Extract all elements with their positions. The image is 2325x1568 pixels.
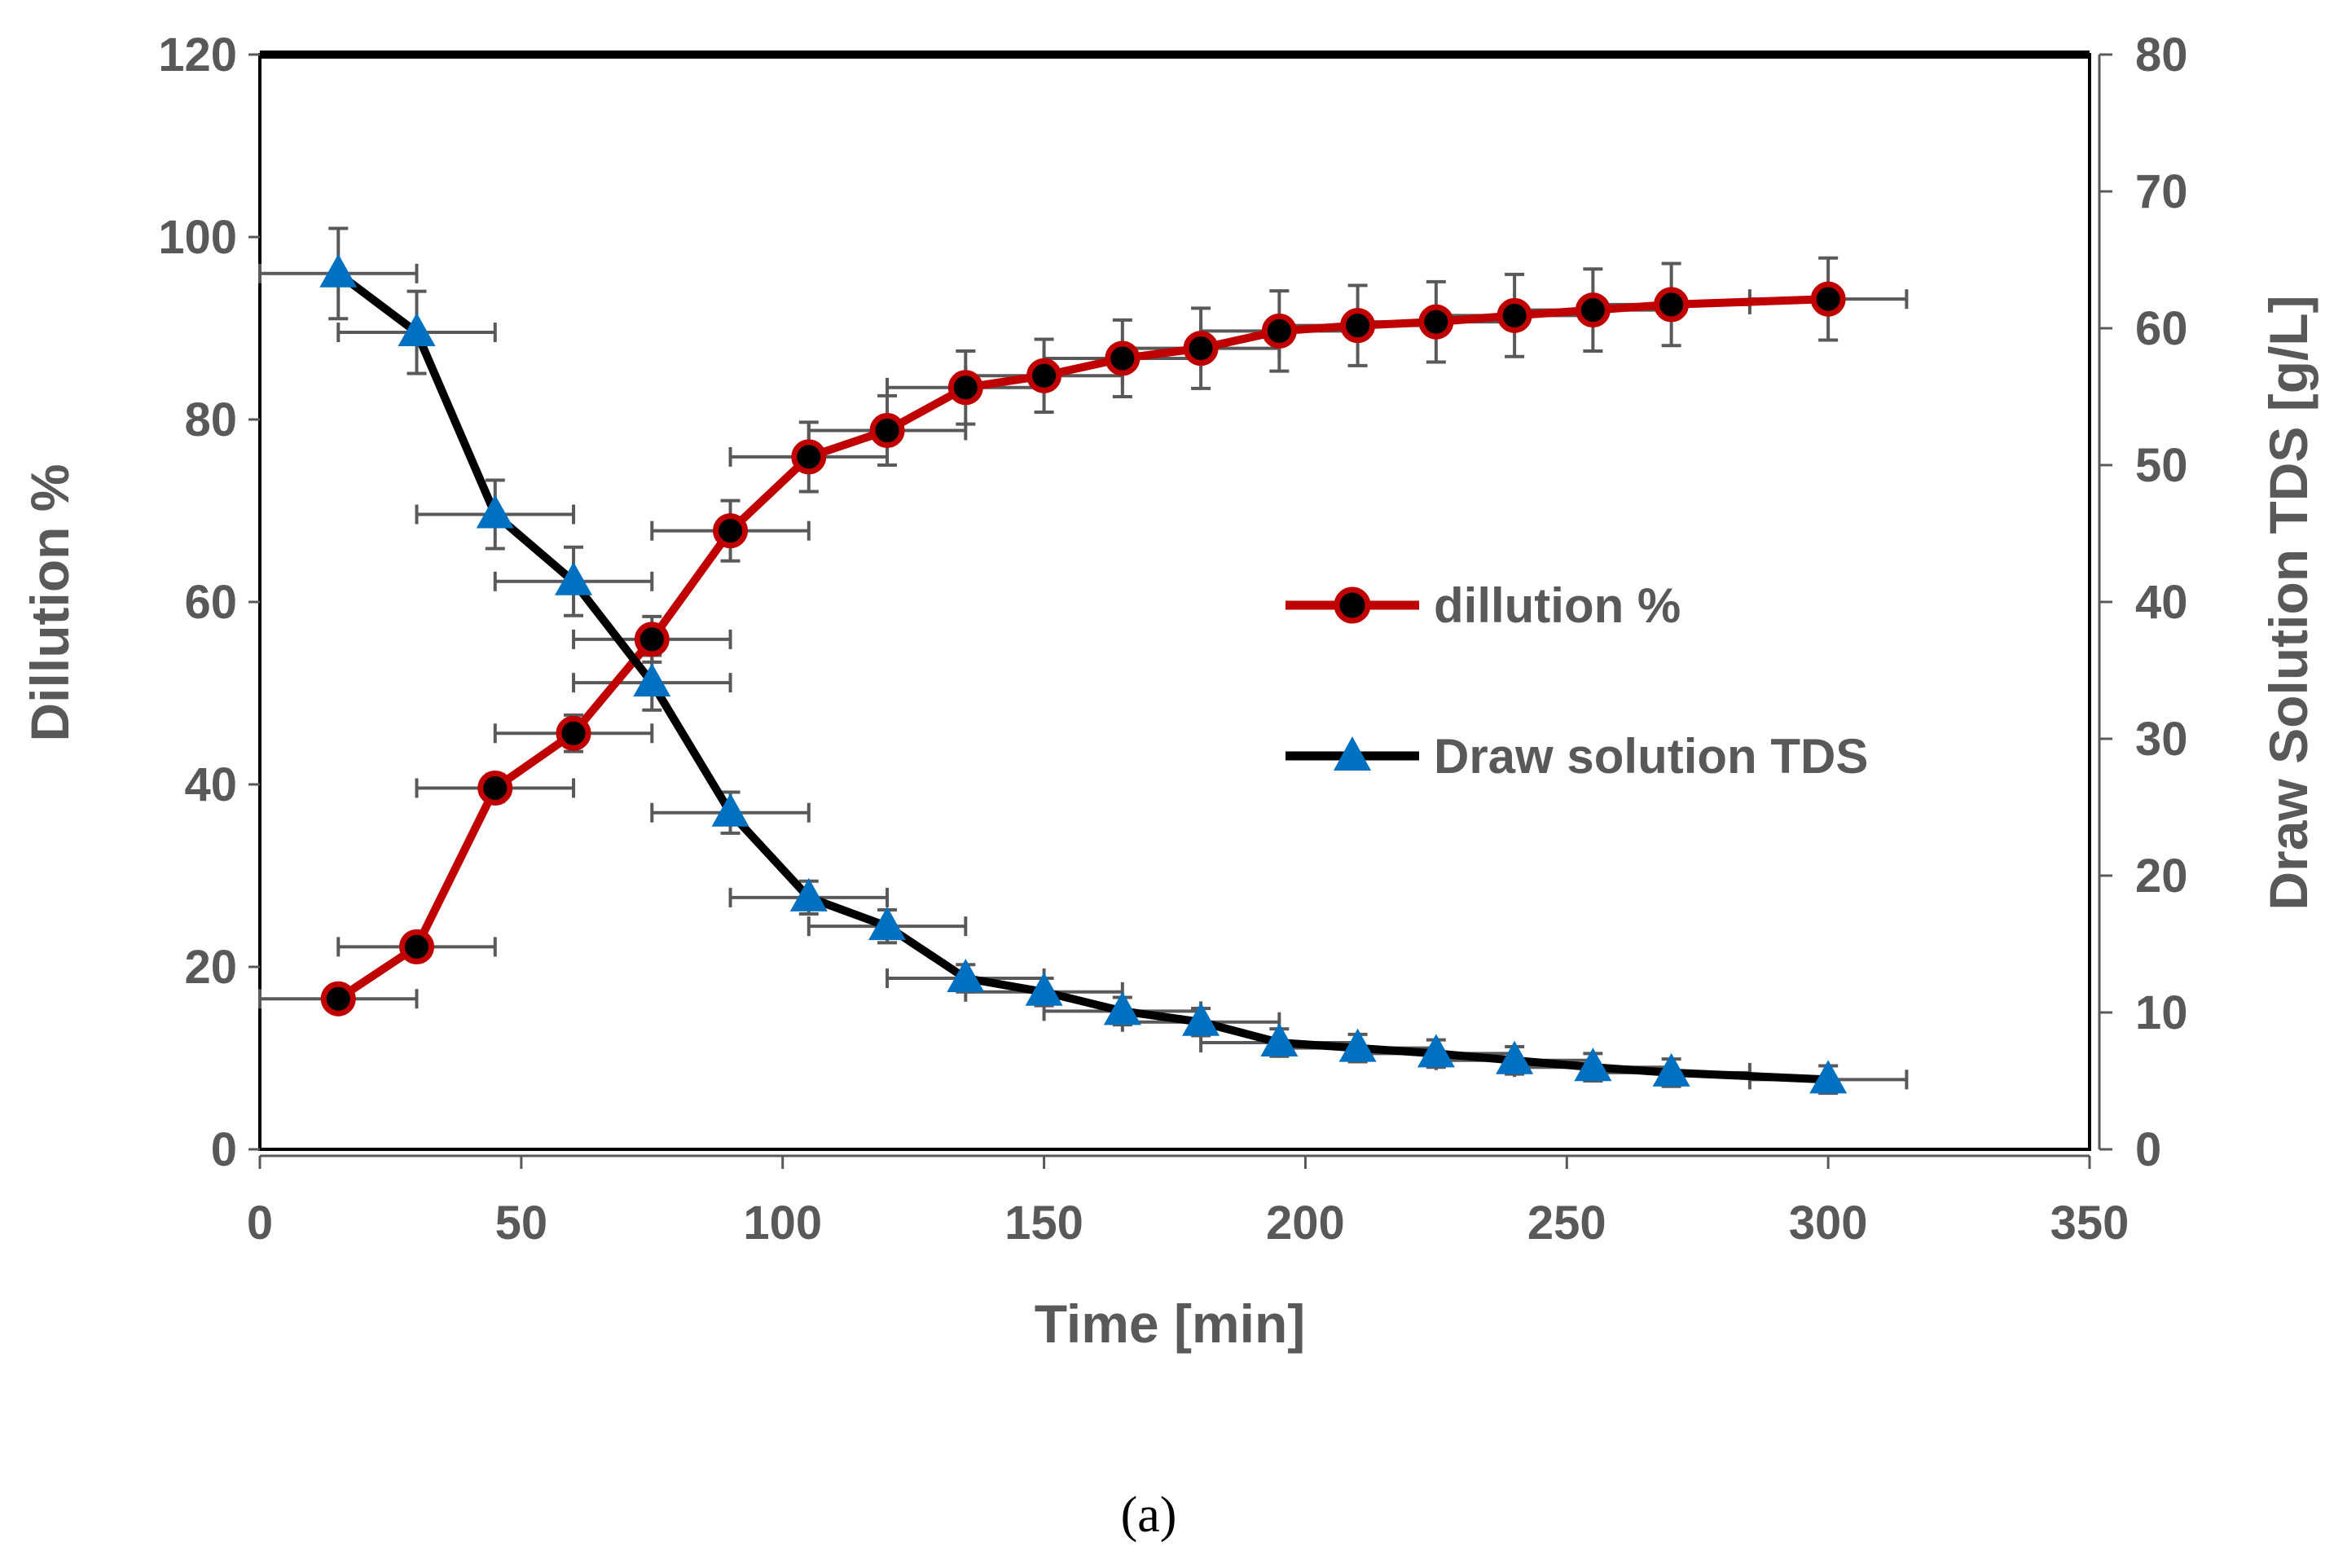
tds-point <box>1496 1040 1534 1074</box>
legend-marker-tds <box>1334 736 1371 771</box>
dilution-point <box>869 412 905 448</box>
series-layer <box>319 253 1848 1094</box>
dilution-point <box>1418 304 1454 340</box>
y-right-tick-label: 40 <box>2135 576 2188 629</box>
dilution-point <box>1810 281 1846 317</box>
y-left-tick-label: 40 <box>184 758 237 811</box>
plot-area <box>258 51 2091 1151</box>
dilution-point <box>477 770 513 806</box>
y-left-tick-label: 20 <box>184 941 237 994</box>
x-tick-label: 250 <box>1527 1197 1606 1250</box>
y-right-tick-label: 10 <box>2135 986 2188 1039</box>
dilution-point <box>634 621 670 657</box>
tds-point <box>555 561 593 595</box>
tds-point <box>319 253 358 288</box>
legend-item-dilution: dillution % <box>1286 578 1681 633</box>
dilution-point <box>791 439 827 475</box>
y-right-tick-label: 60 <box>2135 302 2188 355</box>
tds-point <box>711 793 749 827</box>
x-axis: 0 50 100 150 200 250 300 350 <box>247 1154 2129 1250</box>
tds-point <box>1182 1002 1220 1036</box>
y-axis-right-title: Draw Solution TDS [g/L] <box>2258 295 2318 910</box>
dilution-point <box>399 929 435 964</box>
tds-point <box>1025 972 1063 1006</box>
tds-point <box>868 907 907 941</box>
dilution-point <box>947 370 983 406</box>
dilution-point <box>1654 287 1690 323</box>
plot-frame <box>258 53 2091 1151</box>
tds-point <box>947 959 985 992</box>
dilution-point <box>1026 358 1062 393</box>
x-tick-label: 150 <box>1004 1197 1083 1250</box>
y-right-tick-label: 50 <box>2135 439 2188 492</box>
y-left-tick-label: 0 <box>211 1123 237 1176</box>
y-right-tick-label: 30 <box>2135 713 2188 766</box>
dilution-point <box>1497 297 1532 333</box>
dilution-point <box>1183 331 1219 367</box>
tds-point <box>1574 1048 1612 1082</box>
tds-point <box>1809 1060 1848 1094</box>
y-axis-left-title: Dillution % <box>20 464 80 742</box>
y-right-tick-label: 80 <box>2135 29 2188 81</box>
tds-point <box>476 494 514 529</box>
dilution-point <box>556 715 591 751</box>
x-tick-label: 300 <box>1789 1197 1868 1250</box>
dilution-point <box>1340 308 1376 344</box>
tds-point <box>1103 991 1141 1026</box>
tds-point <box>1260 1022 1299 1056</box>
legend-marker-dilution <box>1334 586 1371 624</box>
y-left-tick-label: 60 <box>184 576 237 629</box>
dilution-point <box>1575 292 1611 328</box>
y-axis-right: 0 10 20 30 40 50 60 70 80 <box>2098 29 2188 1176</box>
legend-label-tds: Draw solution TDS <box>1434 729 1868 784</box>
dilution-point <box>1261 313 1297 349</box>
dilution-point <box>320 981 356 1017</box>
tds-point <box>1652 1052 1690 1087</box>
tds-point <box>1338 1028 1377 1062</box>
x-axis-title: Time [min] <box>1035 1293 1305 1354</box>
tds-point <box>398 313 436 347</box>
dilution-point <box>713 513 749 549</box>
y-right-tick-label: 0 <box>2135 1123 2161 1176</box>
x-tick-label: 50 <box>495 1197 548 1250</box>
y-axis-left: 0 20 40 60 80 100 120 <box>158 29 260 1176</box>
x-tick-label: 350 <box>2050 1197 2129 1250</box>
y-right-tick-label: 70 <box>2135 165 2188 218</box>
x-tick-label: 200 <box>1266 1197 1345 1250</box>
y-left-tick-label: 120 <box>158 29 237 81</box>
x-tick-label: 100 <box>743 1197 822 1250</box>
figure-caption: (a) <box>1121 1487 1177 1543</box>
dilution-point <box>1105 340 1141 376</box>
tds-point <box>789 877 828 911</box>
tds-point <box>1417 1034 1455 1068</box>
legend: dillution % Draw solution TDS <box>1286 578 1868 784</box>
y-right-tick-label: 20 <box>2135 850 2188 903</box>
x-tick-label: 0 <box>247 1197 273 1250</box>
y-left-tick-label: 100 <box>158 211 237 264</box>
legend-label-dilution: dillution % <box>1434 578 1681 633</box>
y-left-tick-label: 80 <box>184 393 237 446</box>
legend-item-tds: Draw solution TDS <box>1286 729 1868 784</box>
tds-point <box>633 663 671 697</box>
